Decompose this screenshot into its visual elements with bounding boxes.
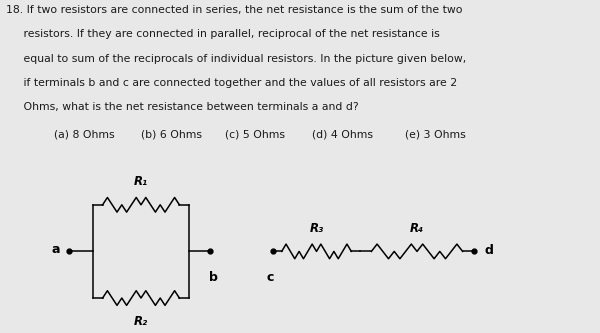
- Text: b: b: [209, 271, 217, 284]
- Text: (d) 4 Ohms: (d) 4 Ohms: [312, 130, 373, 140]
- Text: 18. If two resistors are connected in series, the net resistance is the sum of t: 18. If two resistors are connected in se…: [6, 5, 463, 15]
- Text: (e) 3 Ohms: (e) 3 Ohms: [405, 130, 466, 140]
- Text: if terminals b and c are connected together and the values of all resistors are : if terminals b and c are connected toget…: [6, 78, 457, 88]
- Text: equal to sum of the reciprocals of individual resistors. In the picture given be: equal to sum of the reciprocals of indiv…: [6, 54, 466, 64]
- Text: d: d: [485, 244, 494, 257]
- Text: R₃: R₃: [310, 222, 323, 235]
- Text: (b) 6 Ohms: (b) 6 Ohms: [141, 130, 202, 140]
- Text: R₁: R₁: [134, 175, 148, 188]
- Text: R₄: R₄: [410, 222, 424, 235]
- Text: c: c: [266, 271, 274, 284]
- Text: a: a: [52, 243, 60, 256]
- Text: (c) 5 Ohms: (c) 5 Ohms: [225, 130, 285, 140]
- Text: (a) 8 Ohms: (a) 8 Ohms: [54, 130, 115, 140]
- Text: resistors. If they are connected in parallel, reciprocal of the net resistance i: resistors. If they are connected in para…: [6, 29, 440, 39]
- Text: Ohms, what is the net resistance between terminals a and d?: Ohms, what is the net resistance between…: [6, 102, 359, 112]
- Text: R₂: R₂: [134, 315, 148, 328]
